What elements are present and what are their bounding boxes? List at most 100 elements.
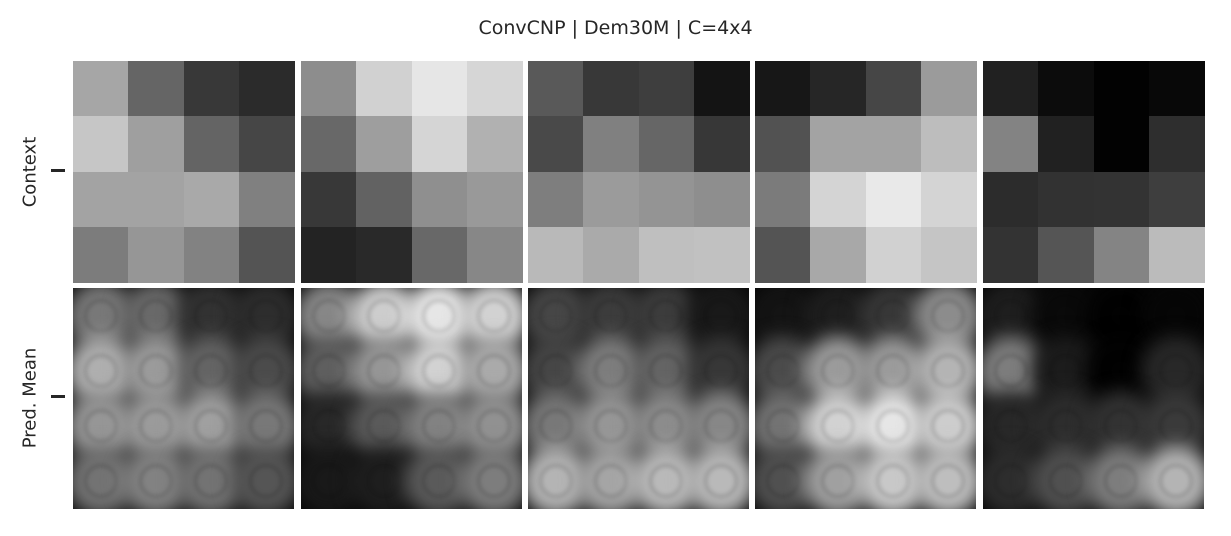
figure-title: ConvCNP | Dem30M | C=4x4 — [478, 17, 753, 39]
context-panel-1 — [73, 61, 295, 283]
context-cell — [73, 171, 129, 228]
context-cell — [356, 171, 412, 228]
context-cell — [920, 171, 977, 228]
pred-mean-ring — [83, 353, 118, 388]
pred-mean-ring — [538, 298, 573, 333]
pred-mean-ring — [366, 353, 401, 388]
pred-mean-ring — [593, 298, 628, 333]
pred-mean-ring — [477, 298, 512, 333]
pred-mean-ring — [931, 464, 966, 499]
context-cell — [983, 116, 1039, 172]
pred-mean-ring — [704, 353, 739, 388]
context-cell — [411, 61, 468, 117]
context-cell — [238, 116, 295, 172]
context-cell — [1038, 61, 1094, 117]
pred-mean-panel-4 — [755, 288, 976, 509]
pred-mean-ring — [422, 298, 457, 333]
pred-mean-ring — [311, 464, 346, 499]
pred-mean-panel-5 — [983, 288, 1204, 509]
context-cell — [183, 171, 240, 228]
context-cell — [1148, 171, 1205, 228]
pred-mean-ring — [194, 464, 229, 499]
pred-mean-ring — [249, 409, 284, 444]
context-cell — [411, 171, 468, 228]
pred-mean-ring — [138, 353, 173, 388]
context-cell — [920, 116, 977, 172]
pred-mean-ring — [1048, 409, 1083, 444]
context-cell — [693, 116, 750, 172]
context-cell — [865, 116, 922, 172]
pred-mean-ring — [593, 353, 628, 388]
pred-mean-ring — [249, 353, 284, 388]
pred-mean-ring — [477, 353, 512, 388]
pred-mean-ring — [649, 409, 684, 444]
context-cell — [1093, 116, 1150, 172]
pred-mean-ring — [704, 409, 739, 444]
pred-mean-ring — [993, 353, 1028, 388]
context-cell — [183, 116, 240, 172]
pred-mean-ring — [538, 409, 573, 444]
ytick-context — [51, 169, 65, 172]
pred-mean-ring — [422, 409, 457, 444]
pred-mean-ring — [311, 409, 346, 444]
context-cell — [810, 116, 866, 172]
pred-mean-ring — [1159, 464, 1194, 499]
pred-mean-ring — [820, 464, 855, 499]
pred-mean-ring — [138, 298, 173, 333]
pred-mean-ring — [649, 298, 684, 333]
context-panel-5 — [983, 61, 1205, 283]
pred-mean-ring — [704, 298, 739, 333]
pred-mean-ring — [311, 353, 346, 388]
context-cell — [301, 226, 357, 283]
context-cell — [73, 61, 129, 117]
context-cell — [466, 171, 523, 228]
pred-mean-ring — [931, 353, 966, 388]
pred-mean-ring — [765, 409, 800, 444]
pred-mean-ring — [83, 298, 118, 333]
context-cell — [755, 226, 811, 283]
pred-mean-ring — [194, 298, 229, 333]
context-cell — [810, 226, 866, 283]
pred-mean-ring — [876, 409, 911, 444]
pred-mean-ring — [649, 353, 684, 388]
context-cell — [983, 171, 1039, 228]
pred-mean-ring — [477, 464, 512, 499]
context-cell — [1148, 226, 1205, 283]
pred-mean-ring — [366, 464, 401, 499]
context-cell — [466, 116, 523, 172]
row-label-context: Context — [19, 136, 41, 208]
pred-mean-ring — [477, 409, 512, 444]
context-cell — [583, 61, 639, 117]
context-cell — [693, 226, 750, 283]
context-cell — [1148, 61, 1205, 117]
pred-mean-ring — [876, 353, 911, 388]
context-cell — [238, 171, 295, 228]
pred-mean-ring — [765, 353, 800, 388]
pred-mean-ring — [765, 298, 800, 333]
context-cell — [865, 171, 922, 228]
pred-mean-ring — [422, 353, 457, 388]
pred-mean-panel-1 — [73, 288, 294, 509]
pred-mean-ring — [83, 409, 118, 444]
pred-mean-ring — [765, 464, 800, 499]
context-cell — [638, 171, 695, 228]
context-cell — [238, 61, 295, 117]
context-cell — [1093, 226, 1150, 283]
context-cell — [301, 116, 357, 172]
pred-mean-ring — [876, 298, 911, 333]
context-cell — [411, 116, 468, 172]
pred-mean-ring — [820, 298, 855, 333]
pred-mean-ring — [249, 298, 284, 333]
context-cell — [755, 171, 811, 228]
context-cell — [638, 116, 695, 172]
context-cell — [183, 61, 240, 117]
context-cell — [638, 226, 695, 283]
pred-mean-ring — [194, 353, 229, 388]
context-panel-4 — [755, 61, 977, 283]
context-cell — [1148, 116, 1205, 172]
context-cell — [755, 116, 811, 172]
context-cell — [128, 61, 184, 117]
context-cell — [356, 226, 412, 283]
row-label-pred-mean: Pred. Mean — [19, 347, 41, 449]
context-cell — [983, 226, 1039, 283]
